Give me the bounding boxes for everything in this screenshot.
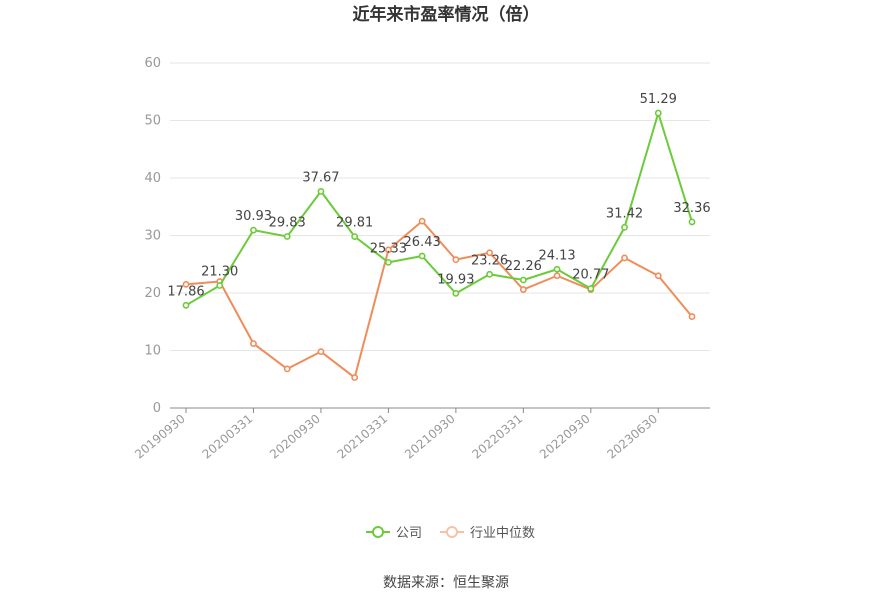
data-point [317, 187, 325, 195]
source-note: 数据来源：恒生聚源 [383, 575, 509, 591]
y-tick-label: 40 [144, 171, 161, 186]
series-lines [182, 109, 696, 381]
x-tick-label: 20210331 [335, 412, 391, 462]
x-tick-label: 20200930 [267, 412, 323, 462]
data-point [553, 272, 561, 280]
data-point [452, 290, 460, 297]
data-point [688, 313, 696, 320]
data-point [452, 256, 460, 264]
data-point [351, 233, 359, 240]
x-tick-label: 20220930 [537, 412, 593, 462]
data-point [384, 246, 392, 254]
data-point [182, 280, 190, 288]
chart-title: 近年来市盈率情况（倍） [353, 4, 540, 25]
data-point [182, 301, 190, 309]
series-line-0 [185, 112, 693, 307]
data-point [587, 285, 595, 292]
data-label: 22.26 [505, 259, 542, 274]
x-tick-label: 20190930 [132, 412, 188, 462]
data-label: 19.93 [437, 272, 474, 287]
grid-lines [170, 62, 710, 351]
y-tick-label: 0 [153, 401, 161, 416]
y-tick-label: 60 [144, 56, 161, 71]
data-label: 20.77 [572, 268, 609, 283]
y-tick-label: 30 [144, 229, 161, 244]
data-label: 37.67 [302, 170, 339, 185]
data-point [688, 218, 696, 226]
y-axis: 0 10 20 30 40 50 60 [144, 56, 161, 416]
legend-marker [372, 526, 384, 538]
legend-label: 行业中位数 [470, 526, 535, 541]
data-point [418, 252, 426, 260]
data-label: 31.42 [606, 206, 643, 221]
data-point [621, 254, 628, 262]
data-label: 51.29 [640, 92, 677, 107]
data-point [317, 348, 325, 356]
data-label: 21.30 [201, 265, 238, 280]
data-point [250, 226, 257, 234]
data-label: 29.81 [336, 216, 373, 231]
data-point [486, 270, 493, 278]
data-point [519, 286, 527, 293]
data-label: 24.13 [538, 248, 575, 263]
legend-label: 公司 [396, 526, 422, 541]
data-point [654, 272, 662, 280]
data-label: 30.93 [235, 209, 272, 224]
data-point [654, 109, 662, 117]
data-point [216, 282, 224, 289]
data-point [351, 374, 359, 381]
legend: 公司 行业中位数 [366, 526, 535, 541]
data-point [384, 258, 392, 266]
legend-marker [446, 526, 458, 538]
data-point [418, 217, 426, 225]
x-tick-label: 20210930 [402, 412, 458, 462]
y-tick-label: 10 [144, 344, 161, 359]
x-axis: 20190930 20200331 20200930 20210331 20210930… [132, 407, 710, 462]
series-line-1 [185, 220, 693, 379]
data-point [553, 265, 561, 273]
data-point [486, 249, 493, 257]
data-point [283, 233, 291, 240]
data-label: 29.83 [269, 215, 306, 230]
data-point [519, 276, 527, 284]
data-point [250, 340, 257, 347]
x-tick-label: 20220331 [469, 412, 525, 462]
x-tick-label: 20200331 [200, 412, 256, 462]
data-label: 23.26 [471, 253, 508, 268]
y-tick-label: 50 [144, 114, 161, 129]
data-label: 26.43 [404, 235, 441, 250]
data-label: 32.36 [673, 201, 710, 216]
data-point [621, 223, 628, 231]
x-tick-label: 20230630 [604, 412, 660, 462]
data-point [283, 365, 291, 373]
data-label: 17.86 [167, 284, 204, 299]
data-label: 25.33 [370, 241, 407, 256]
y-tick-label: 20 [144, 286, 161, 301]
